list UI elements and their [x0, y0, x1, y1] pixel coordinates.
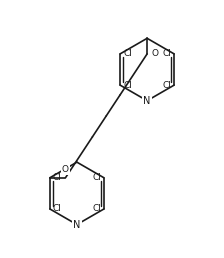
Text: Cl: Cl — [53, 205, 62, 213]
Text: Cl: Cl — [123, 50, 132, 58]
Text: Cl: Cl — [53, 173, 62, 182]
Text: O: O — [151, 50, 158, 58]
Text: N: N — [143, 96, 151, 106]
Text: Cl: Cl — [123, 80, 132, 90]
Text: N: N — [73, 220, 81, 230]
Text: O: O — [62, 165, 69, 174]
Text: Cl: Cl — [162, 50, 171, 58]
Text: Cl: Cl — [92, 205, 101, 213]
Text: Cl: Cl — [92, 173, 101, 182]
Text: Cl: Cl — [162, 80, 171, 90]
